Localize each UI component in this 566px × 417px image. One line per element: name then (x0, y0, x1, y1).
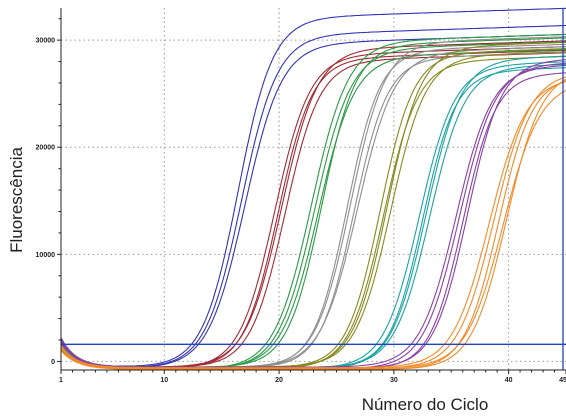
x-tick-label: 30 (390, 377, 398, 384)
plot-background (61, 8, 566, 370)
amplification-curve (60, 7, 566, 367)
x-tick-label: 40 (505, 377, 513, 384)
series-group (60, 7, 566, 370)
amplification-curve (60, 64, 566, 368)
y-axis-label: Fluorescência (7, 147, 26, 253)
x-tick-label: 1 (59, 377, 63, 384)
threshold-group (61, 8, 566, 370)
amplification-curve (60, 80, 566, 369)
amplification-curve (60, 78, 566, 370)
tick-labels: 1 10 20 30 40 45 0 10000 20000 30000 (36, 38, 566, 384)
y-tick-label: 30000 (36, 38, 56, 45)
axes (57, 8, 566, 374)
x-axis-label: Número do Ciclo (362, 395, 489, 414)
y-tick-label: 20000 (36, 145, 56, 152)
x-tick-label: 45 (559, 377, 566, 384)
amplification-curve (60, 90, 566, 369)
y-tick-label: 10000 (36, 252, 56, 259)
x-tick-label: 20 (275, 377, 283, 384)
y-tick-label: 0 (51, 359, 55, 366)
x-tick-label: 10 (160, 377, 168, 384)
